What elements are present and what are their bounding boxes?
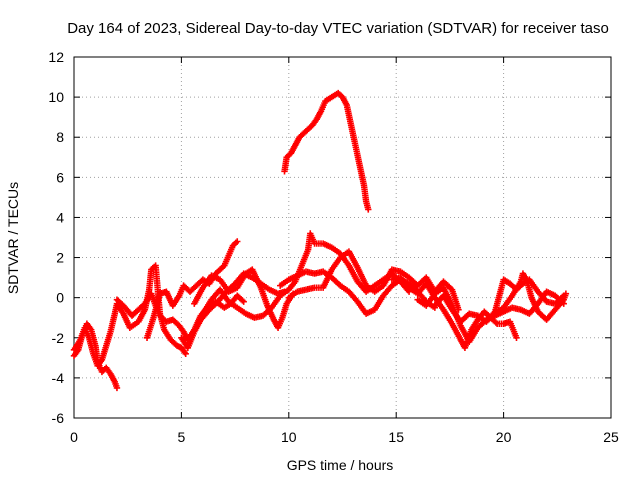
data-point-marker [365, 206, 372, 213]
y-tick-label: 8 [56, 129, 64, 145]
chart-title: Day 164 of 2023, Sidereal Day-to-day VTE… [67, 20, 609, 37]
data-point-marker [239, 297, 246, 304]
series-arc-4 [143, 238, 241, 341]
data-point-marker [234, 238, 241, 245]
series-arc-6 [191, 266, 297, 331]
x-axis-label: GPS time / hours [287, 457, 394, 473]
y-tick-label: 4 [56, 209, 64, 225]
y-tick-label: 2 [56, 250, 64, 266]
data-point-marker [113, 384, 121, 392]
series-arc-10 [281, 89, 372, 213]
tick-layer: 0 5 10 15 20 25 -6 -4 -2 0 2 4 6 8 10 12 [48, 49, 619, 445]
series-arc-9 [285, 248, 462, 313]
y-tick-label: 6 [56, 169, 64, 185]
plot-frame [73, 56, 612, 419]
data-layer [70, 89, 570, 392]
data-point-marker [562, 290, 570, 297]
data-point-marker [182, 350, 189, 358]
x-tick-label: 10 [281, 429, 297, 445]
y-tick-label: -4 [52, 370, 65, 386]
y-axis-label: SDTVAR / TECUs [5, 182, 21, 294]
x-tick-label: 20 [496, 429, 512, 445]
y-tick-label: 0 [56, 290, 64, 306]
series-arc-2 [70, 262, 189, 370]
x-tick-label: 0 [70, 429, 78, 445]
x-tick-label: 15 [388, 429, 404, 445]
x-tick-label: 25 [603, 429, 619, 445]
data-point-marker [240, 298, 247, 305]
series-arc-14 [491, 270, 570, 323]
y-tick-label: 12 [48, 49, 64, 65]
data-point-marker [492, 319, 500, 326]
x-tick-label: 5 [178, 429, 186, 445]
series-arc-11 [388, 274, 520, 352]
series-arc-7 [199, 230, 413, 321]
y-tick-label: -6 [52, 410, 65, 426]
data-point-marker [513, 334, 520, 341]
y-tick-label: 10 [48, 89, 64, 105]
grid-layer [74, 57, 611, 418]
y-tick-label: -2 [52, 330, 65, 346]
